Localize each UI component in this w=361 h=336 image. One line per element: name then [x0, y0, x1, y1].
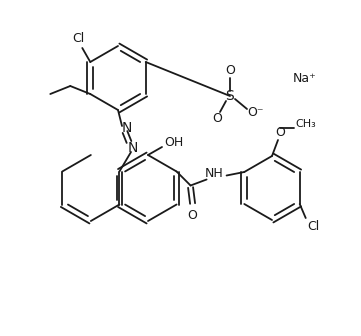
Text: O: O — [275, 126, 285, 138]
Text: NH: NH — [205, 167, 224, 180]
Text: OH: OH — [164, 136, 184, 150]
Text: Na⁺: Na⁺ — [293, 72, 317, 84]
Text: Cl: Cl — [308, 219, 320, 233]
Text: N: N — [128, 141, 138, 155]
Text: Cl: Cl — [72, 33, 84, 45]
Text: N: N — [122, 121, 132, 135]
Text: O: O — [212, 113, 222, 126]
Text: O: O — [188, 209, 197, 222]
Text: O: O — [225, 65, 235, 78]
Text: CH₃: CH₃ — [296, 119, 316, 129]
Text: S: S — [226, 89, 234, 103]
Text: O⁻: O⁻ — [247, 107, 263, 120]
